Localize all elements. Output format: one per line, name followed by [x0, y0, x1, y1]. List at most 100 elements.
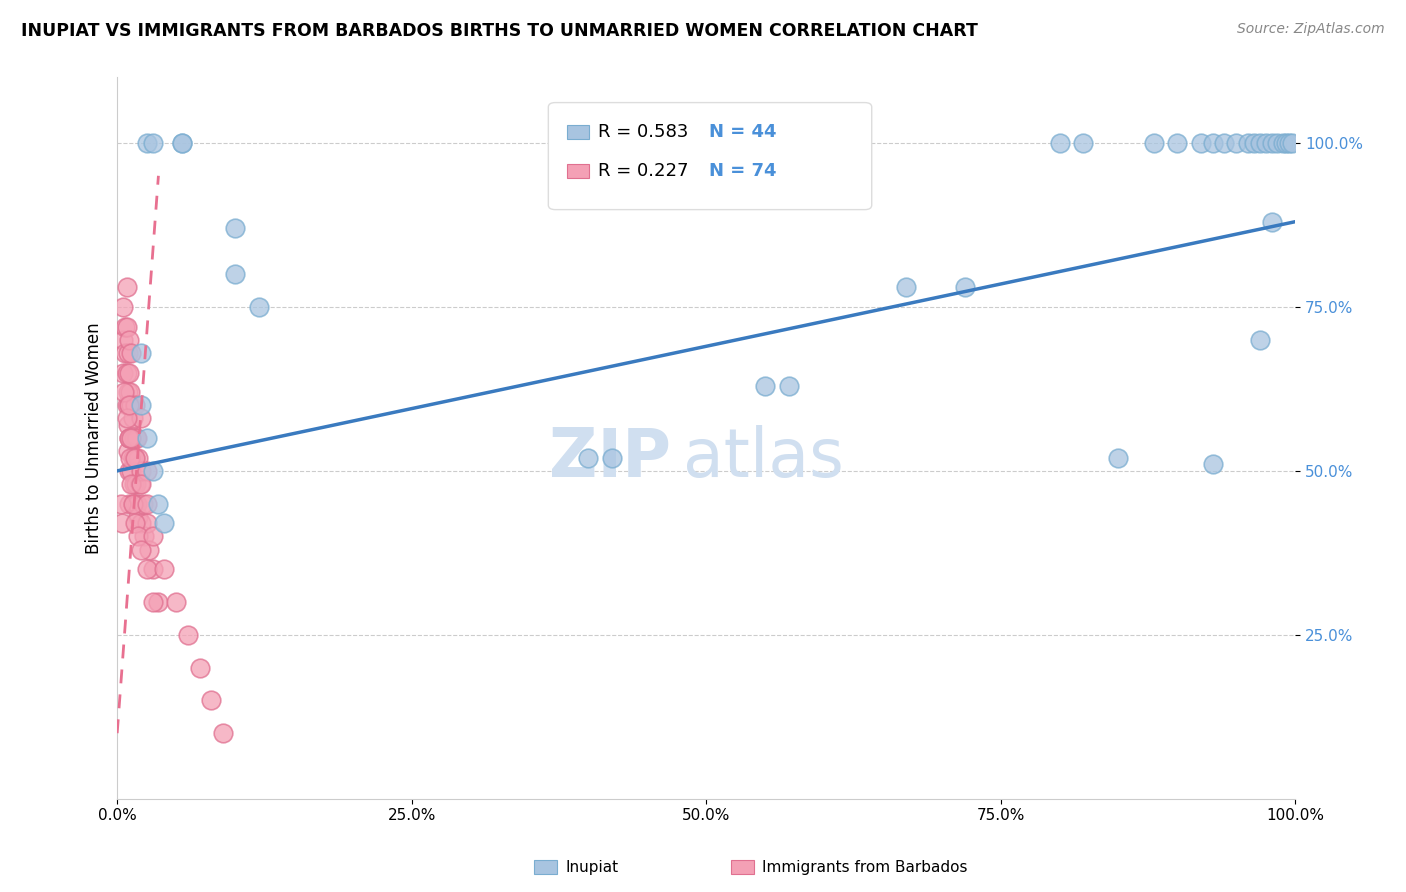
Point — [1049, 136, 1071, 150]
Point — [118, 398, 141, 412]
Point — [120, 464, 142, 478]
Point — [1202, 136, 1225, 150]
Point — [124, 398, 146, 412]
Point — [127, 450, 149, 465]
Point — [132, 497, 155, 511]
Text: N = 44: N = 44 — [709, 123, 776, 141]
Point — [153, 562, 176, 576]
Point — [122, 477, 145, 491]
Point — [120, 431, 142, 445]
Point — [117, 417, 139, 432]
Point — [141, 136, 163, 150]
Point — [127, 497, 149, 511]
Point — [111, 516, 134, 531]
Point — [117, 385, 139, 400]
Point — [1272, 136, 1295, 150]
Point — [170, 136, 193, 150]
Point — [122, 431, 145, 445]
Point — [1166, 136, 1188, 150]
Point — [135, 464, 157, 478]
Text: ZIP: ZIP — [548, 425, 671, 491]
Text: INUPIAT VS IMMIGRANTS FROM BARBADOS BIRTHS TO UNMARRIED WOMEN CORRELATION CHART: INUPIAT VS IMMIGRANTS FROM BARBADOS BIRT… — [21, 22, 979, 40]
Point — [135, 516, 157, 531]
Point — [115, 398, 138, 412]
Point — [129, 542, 152, 557]
Text: atlas: atlas — [683, 425, 844, 491]
Point — [115, 366, 138, 380]
Point — [112, 333, 135, 347]
Point — [153, 516, 176, 531]
Point — [117, 346, 139, 360]
Point — [212, 726, 235, 740]
Point — [1189, 136, 1212, 150]
Point — [135, 497, 157, 511]
Point — [141, 529, 163, 543]
Point — [1260, 136, 1282, 150]
Text: Inupiat: Inupiat — [565, 860, 619, 874]
Point — [135, 562, 157, 576]
Point — [129, 346, 152, 360]
Point — [118, 398, 141, 412]
Point — [1107, 450, 1129, 465]
Point — [135, 136, 157, 150]
Point — [1281, 136, 1303, 150]
Point — [121, 497, 143, 511]
Point — [121, 411, 143, 425]
Text: R = 0.227: R = 0.227 — [598, 162, 688, 180]
Point — [118, 431, 141, 445]
Point — [600, 450, 623, 465]
Point — [134, 529, 156, 543]
Point — [112, 300, 135, 314]
Point — [754, 378, 776, 392]
Point — [125, 477, 148, 491]
Point — [124, 450, 146, 465]
Point — [1237, 136, 1260, 150]
Point — [115, 319, 138, 334]
Point — [114, 346, 136, 360]
Point — [224, 221, 246, 235]
Point — [576, 450, 599, 465]
Point — [110, 497, 132, 511]
Point — [141, 562, 163, 576]
Point — [1274, 136, 1296, 150]
Point — [118, 366, 141, 380]
Point — [120, 385, 142, 400]
Point — [118, 431, 141, 445]
Point — [118, 464, 141, 478]
Point — [128, 477, 150, 491]
Text: Immigrants from Barbados: Immigrants from Barbados — [762, 860, 967, 874]
Point — [135, 431, 157, 445]
Point — [1260, 215, 1282, 229]
Point — [1071, 136, 1094, 150]
Point — [138, 542, 160, 557]
Point — [125, 431, 148, 445]
Point — [129, 411, 152, 425]
Text: R = 0.583: R = 0.583 — [598, 123, 688, 141]
Point — [124, 450, 146, 465]
Point — [778, 378, 800, 392]
Point — [115, 280, 138, 294]
Text: N = 74: N = 74 — [709, 162, 776, 180]
Point — [121, 497, 143, 511]
Point — [124, 516, 146, 531]
Point — [1225, 136, 1247, 150]
Point — [121, 450, 143, 465]
Point — [118, 497, 141, 511]
Point — [1278, 136, 1301, 150]
Point — [1143, 136, 1166, 150]
Point — [120, 450, 142, 465]
Point — [247, 300, 270, 314]
Point — [120, 346, 142, 360]
Point — [200, 693, 222, 707]
Point — [115, 411, 138, 425]
Point — [148, 497, 170, 511]
Point — [127, 431, 149, 445]
Y-axis label: Births to Unmarried Women: Births to Unmarried Women — [86, 322, 103, 554]
Point — [896, 280, 918, 294]
Point — [188, 660, 211, 674]
Point — [1249, 136, 1271, 150]
Point — [127, 529, 149, 543]
Point — [120, 477, 142, 491]
Point — [224, 267, 246, 281]
Point — [129, 516, 152, 531]
